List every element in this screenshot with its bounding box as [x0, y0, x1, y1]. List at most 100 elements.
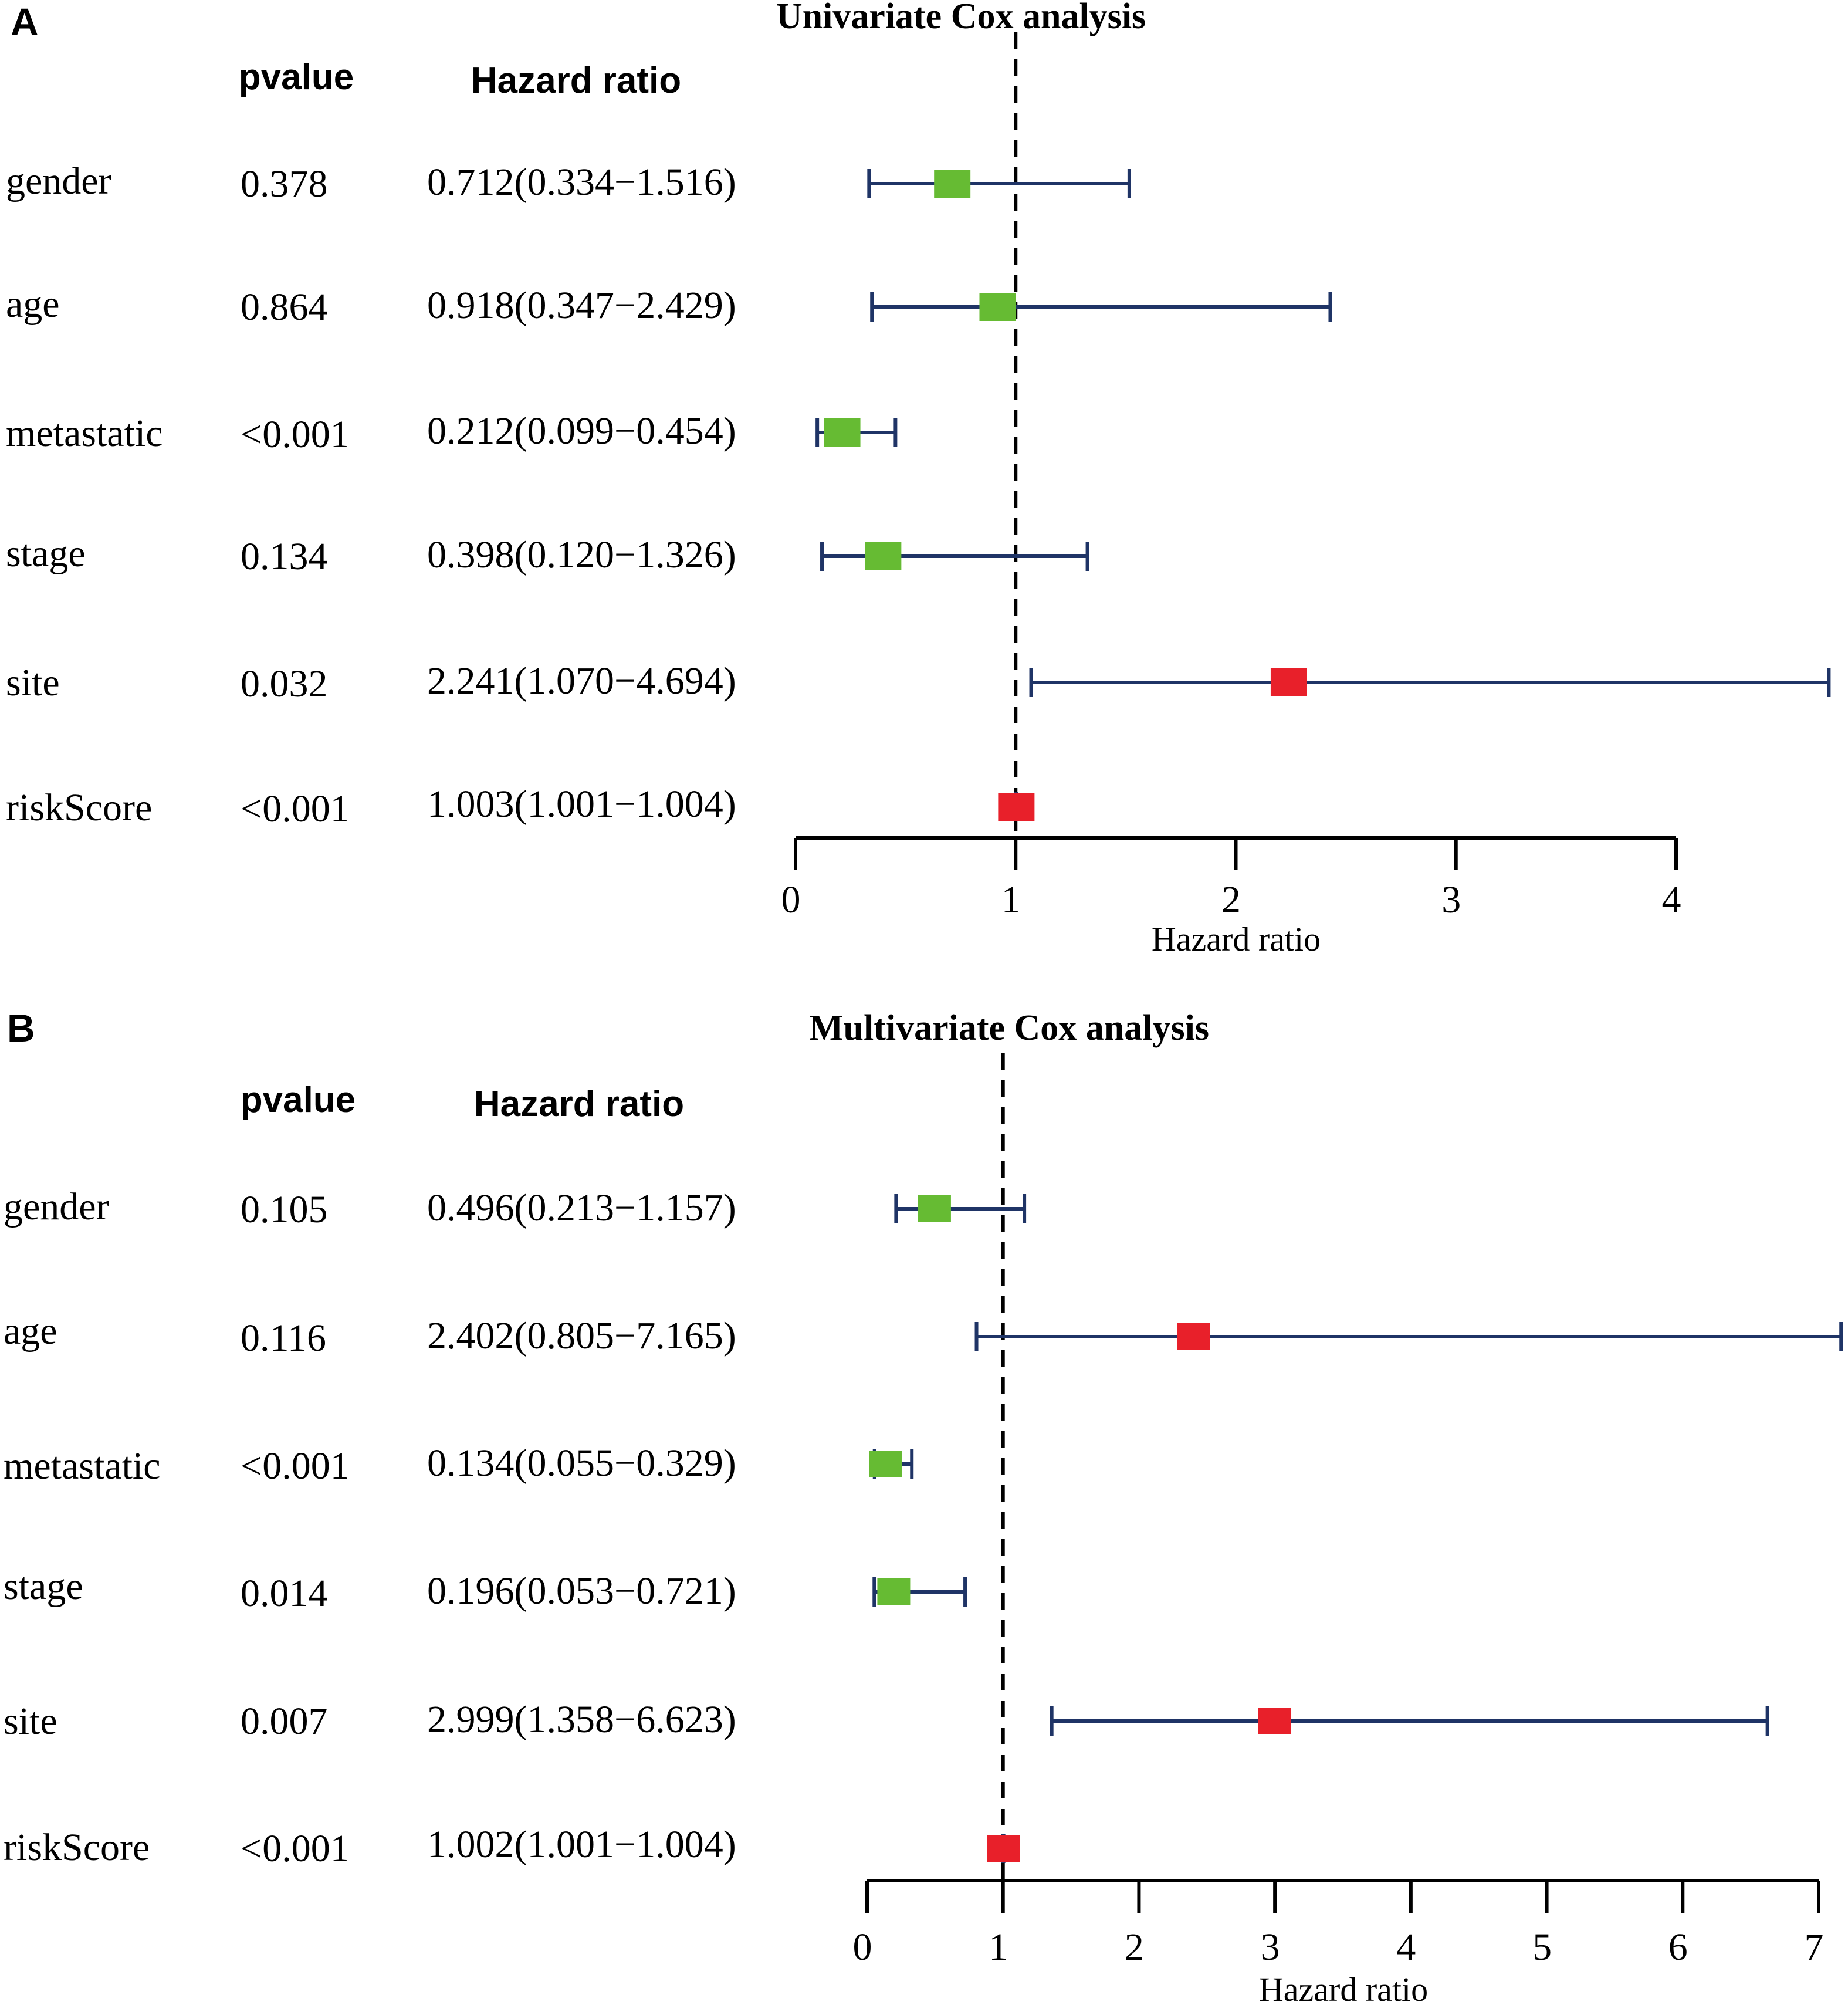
table-row-site: site 0.007 2.999(1.358−6.623)	[4, 1698, 736, 1743]
x-tick-label: 2	[1125, 1926, 1144, 1969]
ci-gender	[867, 169, 1131, 198]
hazard-ratio-point	[877, 1578, 911, 1605]
x-tick-label: 4	[1396, 1926, 1416, 1969]
ci-riskscore	[998, 792, 1035, 821]
table-row-metastatic: metastatic <0.001 0.134(0.055−0.329)	[4, 1442, 736, 1487]
x-tick-label: 2	[1221, 878, 1241, 921]
hazard-ratio-point	[987, 1835, 1020, 1862]
panel-multivariate: B Multivariate Cox analysis pvalue Hazar…	[4, 1006, 1843, 2005]
forest-plot-area: 0 1 2 3 4 5 6 7	[853, 1053, 1843, 1969]
ci-metastatic	[815, 418, 898, 447]
table-row-gender: gender 0.378 0.712(0.334−1.516)	[6, 160, 736, 205]
row-label: gender	[4, 1185, 109, 1228]
row-pvalue: 0.105	[241, 1188, 328, 1231]
row-pvalue: 0.014	[241, 1572, 328, 1615]
row-hazard-ratio: 0.196(0.053−0.721)	[427, 1570, 736, 1612]
row-pvalue: <0.001	[241, 787, 350, 830]
row-hazard-ratio: 2.402(0.805−7.165)	[427, 1314, 736, 1357]
row-hazard-ratio: 0.134(0.055−0.329)	[427, 1442, 736, 1485]
row-pvalue: <0.001	[241, 413, 350, 456]
row-label: stage	[6, 532, 86, 575]
panel-univariate: A Univariate Cox analysis pvalue Hazard …	[6, 0, 1831, 958]
chart-title: Univariate Cox analysis	[776, 0, 1146, 36]
x-tick-label: 4	[1662, 878, 1681, 921]
panel-label: A	[11, 0, 39, 43]
table-row-stage: stage 0.014 0.196(0.053−0.721)	[4, 1565, 736, 1615]
ci-stage	[820, 542, 1089, 571]
row-hazard-ratio: 0.496(0.213−1.157)	[427, 1186, 736, 1229]
pvalue-header: pvalue	[241, 1080, 356, 1120]
row-hazard-ratio: 0.212(0.099−0.454)	[427, 410, 736, 452]
ci-age	[974, 1322, 1843, 1351]
table-row-riskscore: riskScore <0.001 1.003(1.001−1.004)	[6, 783, 736, 830]
ci-metastatic	[869, 1449, 914, 1479]
row-label: metastatic	[6, 412, 163, 455]
x-tick-label: 1	[1001, 878, 1021, 921]
row-hazard-ratio: 1.003(1.001−1.004)	[427, 783, 736, 826]
hazard-ratio-point	[1270, 668, 1307, 696]
row-hazard-ratio: 1.002(1.001−1.004)	[427, 1823, 736, 1866]
hazard-ratio-point	[869, 1451, 902, 1477]
row-hazard-ratio: 2.241(1.070−4.694)	[427, 660, 736, 702]
row-label: age	[6, 283, 60, 326]
x-tick-label: 6	[1668, 1926, 1688, 1969]
table-row-gender: gender 0.105 0.496(0.213−1.157)	[4, 1185, 736, 1231]
hazard-ratio-point	[865, 542, 902, 570]
panel-label: B	[7, 1006, 35, 1050]
hazard-ratio-point	[1177, 1323, 1210, 1350]
row-label: stage	[4, 1565, 83, 1608]
x-tick-label: 1	[989, 1926, 1008, 1969]
hazard-ratio-point	[918, 1195, 951, 1222]
row-pvalue: <0.001	[241, 1445, 350, 1487]
row-label: age	[4, 1310, 57, 1353]
pvalue-header: pvalue	[239, 57, 354, 97]
x-tick-label: 3	[1261, 1926, 1280, 1969]
x-tick-label: 0	[853, 1926, 872, 1969]
hazard-ratio-point	[979, 293, 1016, 321]
row-label: riskScore	[6, 786, 152, 829]
row-hazard-ratio: 0.918(0.347−2.429)	[427, 284, 736, 327]
ci-riskscore	[987, 1834, 1020, 1863]
table-row-site: site 0.032 2.241(1.070−4.694)	[6, 660, 736, 705]
hazard-ratio-point	[934, 170, 971, 198]
ci-gender	[894, 1194, 1027, 1223]
table-row-age: age 0.116 2.402(0.805−7.165)	[4, 1310, 736, 1360]
forest-plot-area: 0 1 2 3 4	[781, 32, 1831, 921]
row-pvalue: 0.032	[241, 662, 328, 705]
hazard-ratio-point	[998, 793, 1035, 821]
chart-title: Multivariate Cox analysis	[809, 1008, 1209, 1048]
table-row-age: age 0.864 0.918(0.347−2.429)	[6, 283, 736, 329]
row-label: gender	[6, 160, 111, 202]
x-tick-label: 5	[1532, 1926, 1552, 1969]
row-pvalue: 0.116	[241, 1317, 326, 1360]
row-pvalue: 0.378	[241, 163, 328, 205]
row-hazard-ratio: 0.712(0.334−1.516)	[427, 161, 736, 204]
x-axis-label: Hazard ratio	[1152, 920, 1321, 958]
row-label: site	[6, 661, 60, 704]
table-row-riskscore: riskScore <0.001 1.002(1.001−1.004)	[4, 1823, 736, 1870]
ci-stage	[872, 1577, 967, 1607]
x-tick-label: 7	[1805, 1926, 1824, 1969]
row-pvalue: 0.864	[241, 286, 328, 329]
row-pvalue: <0.001	[241, 1827, 350, 1870]
row-hazard-ratio: 2.999(1.358−6.623)	[427, 1698, 736, 1741]
x-tick-label: 3	[1441, 878, 1461, 921]
hazard-ratio-header: Hazard ratio	[471, 60, 681, 101]
hazard-ratio-header: Hazard ratio	[474, 1084, 684, 1124]
ci-age	[870, 292, 1332, 322]
row-pvalue: 0.007	[241, 1700, 328, 1743]
table-row-metastatic: metastatic <0.001 0.212(0.099−0.454)	[6, 410, 736, 456]
row-label: riskScore	[4, 1826, 150, 1869]
row-hazard-ratio: 0.398(0.120−1.326)	[427, 533, 736, 576]
row-label: site	[4, 1700, 57, 1743]
ci-site	[1050, 1706, 1769, 1736]
x-tick-label: 0	[781, 878, 801, 921]
row-label: metastatic	[4, 1445, 161, 1487]
x-axis-label: Hazard ratio	[1259, 1970, 1428, 2005]
hazard-ratio-point	[1258, 1708, 1291, 1734]
hazard-ratio-point	[824, 418, 861, 447]
ci-site	[1029, 668, 1831, 697]
table-row-stage: stage 0.134 0.398(0.120−1.326)	[6, 532, 736, 578]
